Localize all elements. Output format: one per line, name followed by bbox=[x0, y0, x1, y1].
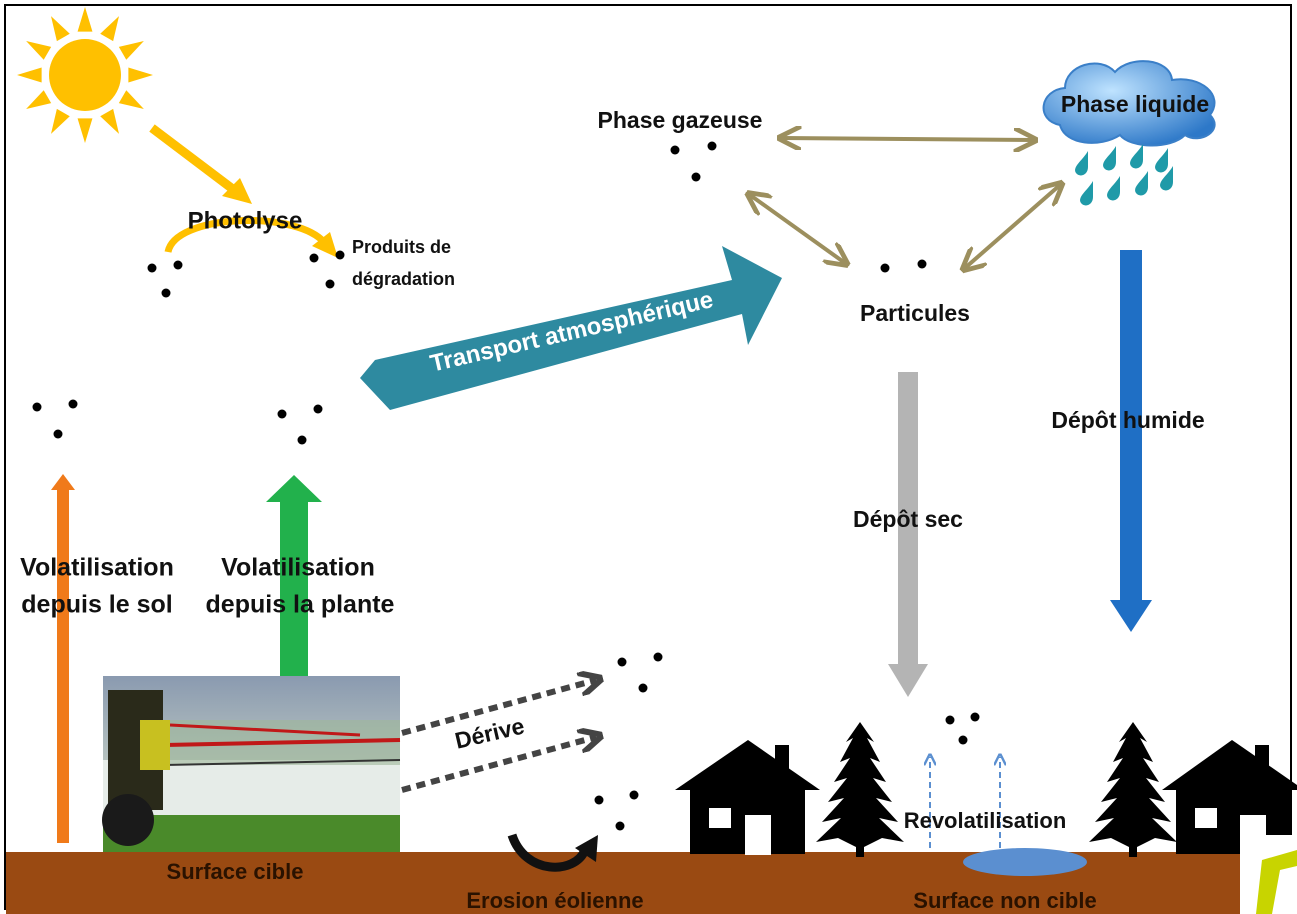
sun-ray bbox=[128, 67, 153, 83]
raindrop bbox=[1130, 144, 1143, 169]
sun-ray bbox=[118, 41, 144, 60]
dot bbox=[707, 141, 717, 151]
sun-ray bbox=[100, 108, 119, 134]
house bbox=[675, 740, 820, 855]
plant-arrow-head bbox=[266, 475, 322, 502]
dot bbox=[161, 288, 171, 298]
label: Dépôt sec bbox=[853, 506, 963, 532]
dot bbox=[970, 712, 980, 722]
dot bbox=[638, 683, 648, 693]
label: Surface cible bbox=[167, 859, 304, 884]
cloud bbox=[1042, 60, 1216, 147]
tree-shape bbox=[1089, 722, 1177, 857]
wet-arrow-head bbox=[1110, 600, 1152, 632]
dot bbox=[653, 652, 663, 662]
raindrop bbox=[1107, 176, 1120, 201]
raindrop bbox=[1075, 151, 1088, 176]
revolat-arrows bbox=[930, 757, 1000, 848]
dot bbox=[309, 253, 319, 263]
dot bbox=[313, 404, 323, 414]
molecule-dots bbox=[32, 141, 980, 831]
label: Phase liquide bbox=[1061, 91, 1209, 117]
soil-arrow-head bbox=[51, 474, 75, 490]
dot bbox=[68, 399, 78, 409]
dot bbox=[880, 263, 890, 273]
sun-ray bbox=[77, 7, 93, 32]
label: Erosion éolienne bbox=[466, 888, 643, 913]
transport-arrow bbox=[360, 246, 782, 410]
soil-arrow bbox=[57, 488, 69, 843]
label: Particules bbox=[860, 300, 970, 326]
dot bbox=[958, 735, 968, 745]
dot bbox=[297, 435, 307, 445]
dot bbox=[629, 790, 639, 800]
dot bbox=[691, 172, 701, 182]
raindrop bbox=[1160, 166, 1173, 191]
erosion-arrow bbox=[507, 833, 590, 872]
sun bbox=[17, 7, 153, 143]
raindrop bbox=[1080, 181, 1093, 206]
erosion-arrow-head bbox=[575, 835, 598, 862]
dot bbox=[173, 260, 183, 270]
sun-ray bbox=[17, 67, 42, 83]
dry-arrow bbox=[898, 372, 918, 664]
sun-ray bbox=[118, 90, 144, 109]
raindrop bbox=[1135, 171, 1148, 196]
label: Volatilisation bbox=[221, 554, 375, 582]
sun-ray bbox=[77, 118, 93, 143]
label: Produits de bbox=[352, 237, 451, 257]
dot bbox=[147, 263, 157, 273]
dot bbox=[32, 402, 42, 412]
dot bbox=[325, 279, 335, 289]
label: dégradation bbox=[352, 269, 455, 289]
sun-ray bbox=[26, 41, 52, 60]
dot bbox=[335, 250, 345, 260]
dot bbox=[917, 259, 927, 269]
tree-shape bbox=[816, 722, 904, 857]
sun-arrow bbox=[149, 124, 241, 197]
label: depuis la plante bbox=[206, 591, 395, 619]
sun-arrow-head bbox=[222, 178, 252, 204]
label: Surface non cible bbox=[913, 888, 1096, 913]
photolyse-arrow bbox=[164, 217, 325, 254]
label: Phase gazeuse bbox=[598, 107, 763, 133]
tractor-photo bbox=[102, 676, 401, 852]
photolyse-arrow-head bbox=[312, 232, 338, 258]
dry-arrow-head bbox=[888, 664, 928, 697]
sun-ray bbox=[26, 90, 52, 109]
dot bbox=[617, 657, 627, 667]
label: Revolatilisation bbox=[904, 808, 1067, 833]
dot bbox=[53, 429, 63, 439]
label: Dépôt humide bbox=[1051, 407, 1204, 433]
label: Photolyse bbox=[188, 207, 303, 234]
sun-ray bbox=[100, 16, 119, 42]
dot bbox=[615, 821, 625, 831]
label: depuis le sol bbox=[21, 591, 172, 619]
raindrop bbox=[1155, 148, 1168, 173]
puddle bbox=[963, 848, 1087, 876]
drift-arrows bbox=[401, 680, 596, 793]
dot bbox=[594, 795, 604, 805]
tree bbox=[816, 722, 1177, 857]
dot bbox=[277, 409, 287, 419]
label: Volatilisation bbox=[20, 554, 174, 582]
sun-ray bbox=[51, 108, 70, 134]
rain bbox=[1075, 144, 1173, 206]
dot bbox=[945, 715, 955, 725]
dot bbox=[670, 145, 680, 155]
wet-arrow bbox=[1120, 250, 1142, 600]
exchange-arrows bbox=[750, 138, 1060, 268]
raindrop bbox=[1103, 146, 1116, 171]
logo bbox=[1240, 835, 1297, 914]
sun-ray bbox=[51, 16, 70, 42]
